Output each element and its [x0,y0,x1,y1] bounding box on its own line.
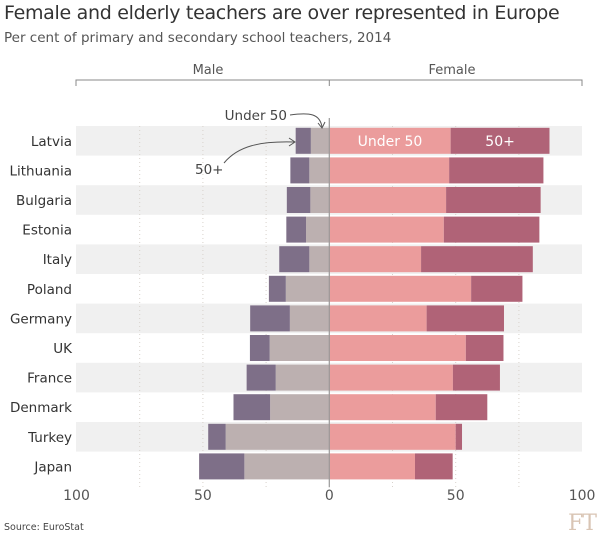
category-label: UK [53,341,73,357]
bar-female-under50 [329,423,456,450]
bar-female-50plus [450,127,550,154]
bar-male-50plus [268,275,286,302]
bar-female-50plus [452,364,500,391]
bar-male-50plus [286,216,307,243]
bar-female-50plus [414,453,453,480]
chart-subtitle: Per cent of primary and secondary school… [4,30,392,46]
category-label: Italy [43,252,72,268]
bar-female-50plus [426,305,504,332]
bar-male-under50 [289,305,330,332]
bar-female-50plus [465,335,504,361]
bar-male-under50 [275,364,330,391]
annotation-under50: Under 50 [225,108,287,124]
bar-male-under50 [270,394,330,421]
label-under50: Under 50 [358,134,423,150]
bar-female-50plus [421,246,533,273]
bar-female-under50 [329,453,415,480]
group-label-female: Female [428,63,475,78]
bar-female-under50 [329,335,466,361]
bar-male-50plus [286,187,311,213]
annotation-arrow-under50 [289,113,323,128]
group-bracket [75,79,583,86]
bar-female-under50 [329,394,436,421]
bar-female-under50 [329,157,450,184]
arrow-head-icon [317,121,326,129]
label-50plus: 50+ [485,134,515,150]
bar-female-50plus [449,157,544,184]
category-label: Denmark [10,400,72,416]
bar-male-50plus [290,157,310,184]
bar-male-50plus [279,246,310,273]
x-tick-label: 50 [447,488,465,504]
bar-female-under50 [329,187,447,213]
arrow-head-icon [288,137,296,147]
bar-male-50plus [249,335,270,361]
x-tick-label: 50 [194,488,212,504]
bar-female-50plus [435,394,488,421]
bar-male-50plus [250,305,290,332]
source-note: Source: EuroStat [4,522,84,533]
bar-female-50plus [443,216,540,243]
category-label: France [27,371,72,387]
bar-male-under50 [285,275,330,302]
bar-male-under50 [225,423,330,450]
x-tick-label: 100 [569,488,596,504]
bar-female-under50 [329,305,427,332]
bar-male-under50 [306,216,330,243]
bar-female-under50 [329,275,472,302]
x-tick-label: 0 [325,488,334,504]
category-label: Poland [27,282,72,298]
annotation-50plus: 50+ [195,162,224,178]
bar-female-under50 [329,246,422,273]
bar-male-under50 [269,335,330,361]
category-label: Lithuania [9,163,72,179]
bar-female-50plus [471,275,523,302]
bar-male-50plus [199,453,245,480]
category-label: Latvia [31,134,72,150]
bar-male-under50 [310,187,330,213]
bar-male-under50 [244,453,330,480]
bar-male-50plus [295,127,311,154]
ft-logo: FT [568,511,597,536]
bar-male-50plus [208,423,226,450]
bar-male-under50 [309,157,330,184]
group-label-male: Male [193,63,224,78]
category-label: Germany [10,311,72,327]
annotation-arrow-50plus [223,141,295,164]
category-label: Japan [33,459,72,475]
bar-female-under50 [329,127,451,154]
bar-female-under50 [329,216,444,243]
x-tick-label: 100 [63,488,90,504]
chart-title: Female and elderly teachers are over rep… [4,2,560,24]
bar-female-50plus [455,423,463,450]
category-label: Estonia [22,223,72,239]
category-label: Turkey [27,430,72,446]
category-label: Bulgaria [16,193,72,209]
bar-male-50plus [233,394,271,421]
bar-male-under50 [309,246,330,273]
bar-male-50plus [246,364,276,391]
bar-male-under50 [310,127,330,154]
bar-female-under50 [329,364,453,391]
bar-female-50plus [446,187,541,213]
